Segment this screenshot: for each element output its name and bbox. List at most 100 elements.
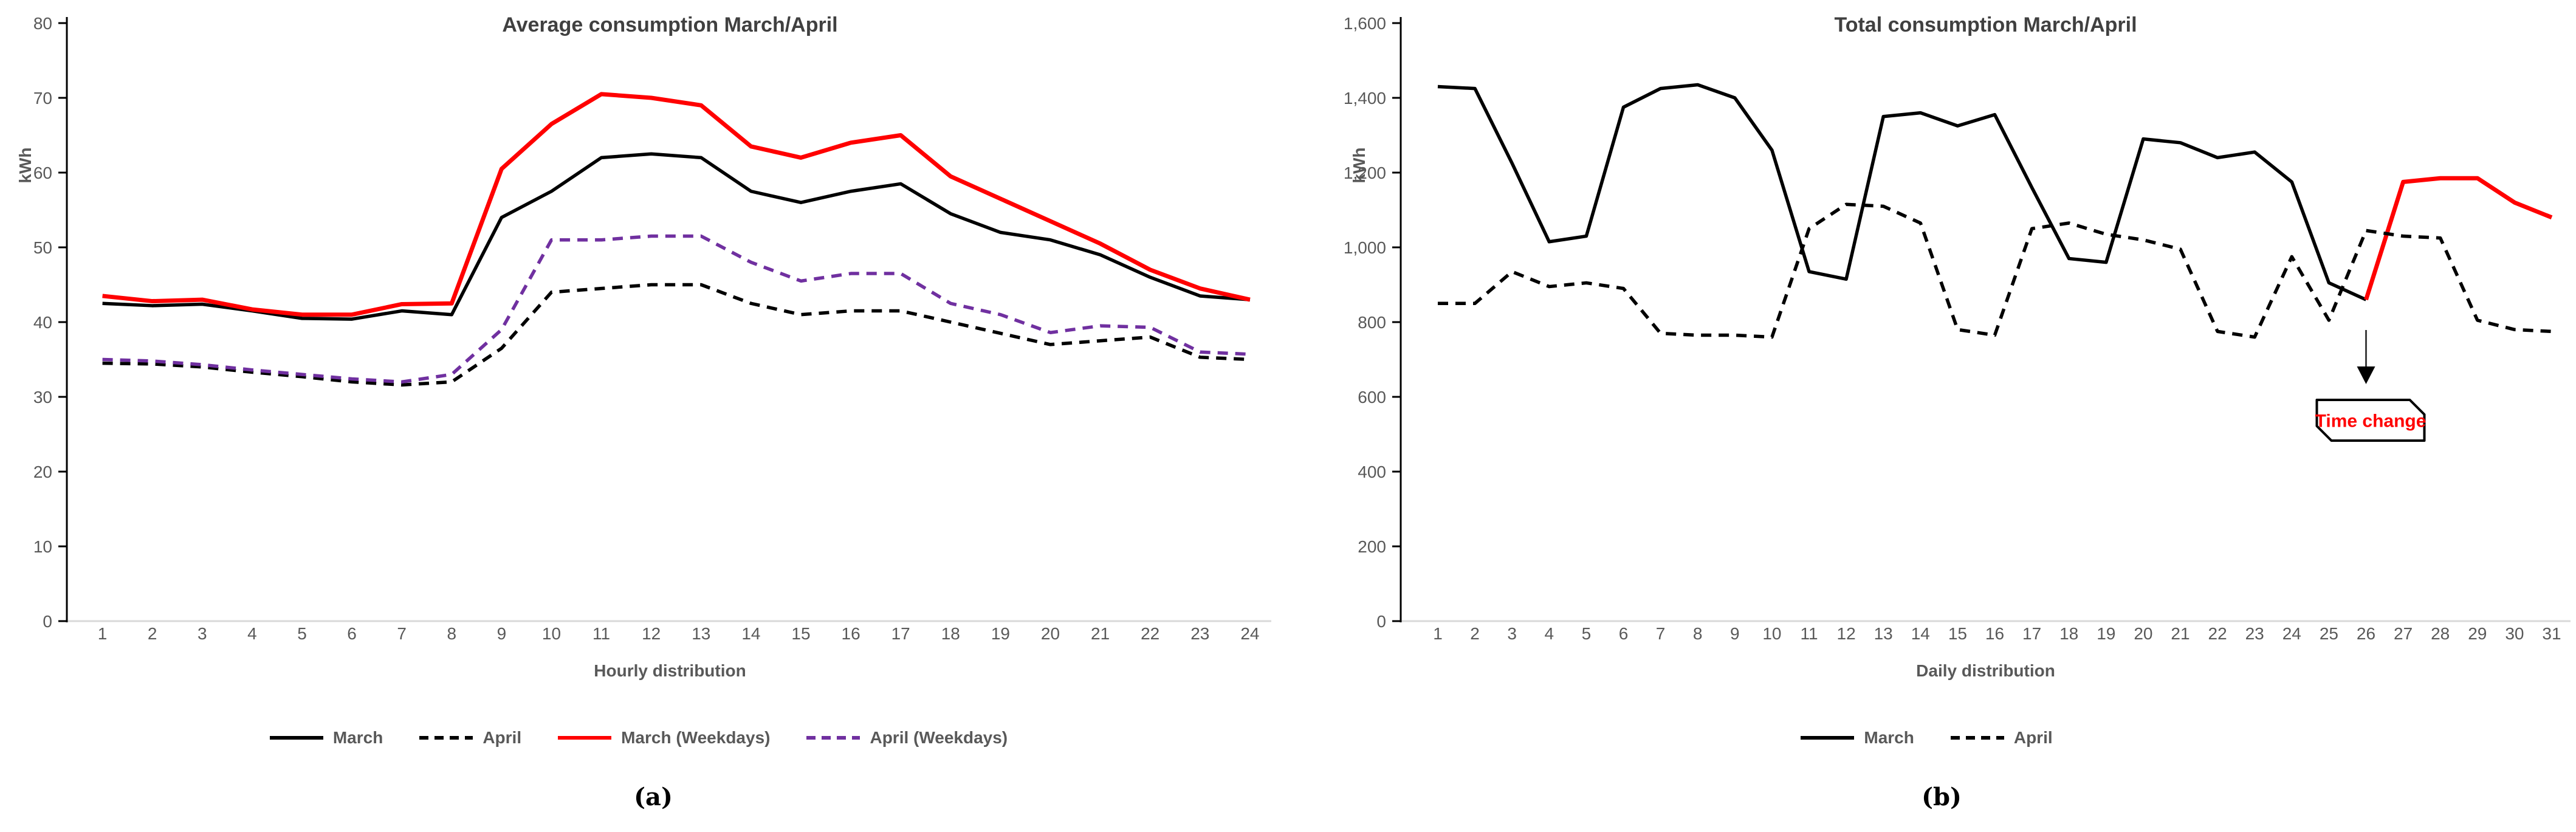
series-line-april: [1438, 202, 2552, 339]
legend-item-april-weekdays-: April (Weekdays): [805, 728, 1008, 748]
legend-item-april: April: [418, 728, 521, 748]
x-tick-label: 1: [98, 624, 108, 643]
y-tick-label: 1,600: [1344, 14, 1386, 33]
legend-total-chart: March April: [1276, 728, 2576, 748]
time-change-arrow-head: [2357, 366, 2375, 384]
x-axis-title-hourly: Hourly distribution: [594, 661, 746, 680]
x-axis-title-daily: Daily distribution: [1916, 661, 2055, 680]
legend-label: March: [332, 728, 383, 747]
legend-item-april: April: [1949, 728, 2053, 748]
x-tick-label: 28: [2431, 624, 2450, 643]
y-tick-label: 1,400: [1344, 89, 1386, 108]
y-tick-label: 80: [33, 14, 52, 33]
series-line-april-weekdays-: [102, 234, 1251, 384]
y-tick-label: 20: [33, 462, 52, 481]
time-change-label: Time change: [2315, 411, 2427, 431]
chart-title-average: Average consumption March/April: [502, 13, 838, 36]
x-tick-label: 27: [2394, 624, 2413, 643]
y-tick-label: 0: [1376, 612, 1386, 631]
x-tick-label: 7: [397, 624, 407, 643]
x-tick-label: 23: [2245, 624, 2264, 643]
y-tick-label: 200: [1358, 537, 1386, 556]
legend-average-chart: March April March (Weekdays) April (Weekday…: [0, 728, 1276, 748]
x-tick-label: 13: [692, 624, 710, 643]
x-tick-label: 21: [2171, 624, 2190, 643]
x-tick-label: 6: [347, 624, 357, 643]
x-tick-label: 11: [592, 624, 610, 643]
y-axis-title-kwh-b: kWh: [1350, 147, 1369, 184]
x-tick-label: 30: [2505, 624, 2524, 643]
x-tick-label: 1: [1433, 624, 1443, 643]
legend-swatch-solid-line-icon: [269, 736, 323, 740]
y-tick-label: 1,000: [1344, 238, 1386, 257]
legend-swatch-solid-line-icon: [558, 736, 612, 740]
x-tick-label: 18: [2059, 624, 2078, 643]
x-tick-label: 4: [247, 624, 257, 643]
panel-label-b: (b): [1922, 783, 1962, 811]
x-tick-label: 25: [2320, 624, 2338, 643]
x-tick-label: 12: [642, 624, 661, 643]
x-tick-label: 6: [1619, 624, 1629, 643]
x-tick-label: 18: [941, 624, 960, 643]
series-line-march-after-time-change: [2364, 176, 2553, 301]
x-tick-label: 24: [2282, 624, 2301, 643]
x-tick-label: 9: [1730, 624, 1740, 643]
x-tick-label: 24: [1240, 624, 1259, 643]
legend-label: March (Weekdays): [621, 728, 771, 747]
x-tick-label: 9: [497, 624, 507, 643]
legend-swatch-dashed-line-icon: [419, 736, 473, 740]
x-tick-label: 12: [1837, 624, 1856, 643]
x-tick-label: 19: [991, 624, 1010, 643]
x-tick-label: 8: [1693, 624, 1703, 643]
y-axis-title-kwh-a: kWh: [16, 147, 35, 184]
x-tick-label: 8: [447, 624, 457, 643]
x-tick-label: 4: [1545, 624, 1554, 643]
x-tick-label: 20: [1041, 624, 1060, 643]
legend-label: April (Weekdays): [870, 728, 1008, 747]
y-tick-label: 600: [1358, 388, 1386, 407]
y-tick-label: 70: [33, 89, 52, 108]
y-tick-label: 1,200: [1344, 163, 1386, 182]
x-tick-label: 26: [2357, 624, 2375, 643]
x-tick-label: 20: [2134, 624, 2152, 643]
x-tick-label: 16: [1985, 624, 2004, 643]
series-line-march-weekdays-: [102, 92, 1251, 317]
x-tick-label: 3: [1507, 624, 1517, 643]
x-tick-label: 15: [1948, 624, 1967, 643]
legend-item-march: March: [1799, 728, 1914, 748]
panel-total-consumption: 0 200 400 600 800 1,000 1,200 1,400 1,600 1 2 3 4 5 6 7…: [1276, 0, 2576, 832]
legend-swatch-dashed-line-icon: [806, 736, 860, 740]
x-tick-label: 22: [2208, 624, 2227, 643]
time-change-callout-box: [2315, 399, 2426, 442]
x-tick-label: 17: [2022, 624, 2041, 643]
x-tick-label: 19: [2097, 624, 2115, 643]
legend-label: April: [2013, 728, 2053, 747]
x-tick-label: 31: [2542, 624, 2561, 643]
x-tick-label: 14: [741, 624, 760, 643]
panel-average-consumption: 0 10 20 30 40 50 60 70 80 1 2 3 4 5 6 7 8 9 10 11 12 13 14 15 16…: [0, 0, 1276, 832]
series-line-march: [1437, 83, 2367, 301]
x-tick-label: 5: [1582, 624, 1592, 643]
legend-item-march: March: [269, 728, 383, 748]
x-tick-label: 13: [1874, 624, 1893, 643]
y-tick-label: 0: [43, 612, 52, 631]
legend-label: March: [1864, 728, 1914, 747]
x-tick-label: 23: [1190, 624, 1209, 643]
y-tick-label: 40: [33, 313, 52, 332]
legend-swatch-solid-line-icon: [1801, 736, 1855, 740]
x-tick-label: 3: [197, 624, 207, 643]
x-tick-label: 5: [297, 624, 307, 643]
x-tick-label: 10: [1762, 624, 1781, 643]
chart-title-total: Total consumption March/April: [1834, 13, 2137, 36]
y-tick-label: 60: [33, 163, 52, 182]
x-tick-label: 16: [842, 624, 860, 643]
x-tick-label: 14: [1911, 624, 1930, 643]
panel-label-a: (a): [634, 783, 673, 811]
series-line-april: [102, 283, 1251, 387]
x-tick-label: 2: [1470, 624, 1480, 643]
x-tick-label: 7: [1656, 624, 1666, 643]
y-tick-label: 800: [1358, 313, 1386, 332]
legend-swatch-dashed-line-icon: [1950, 736, 2004, 740]
